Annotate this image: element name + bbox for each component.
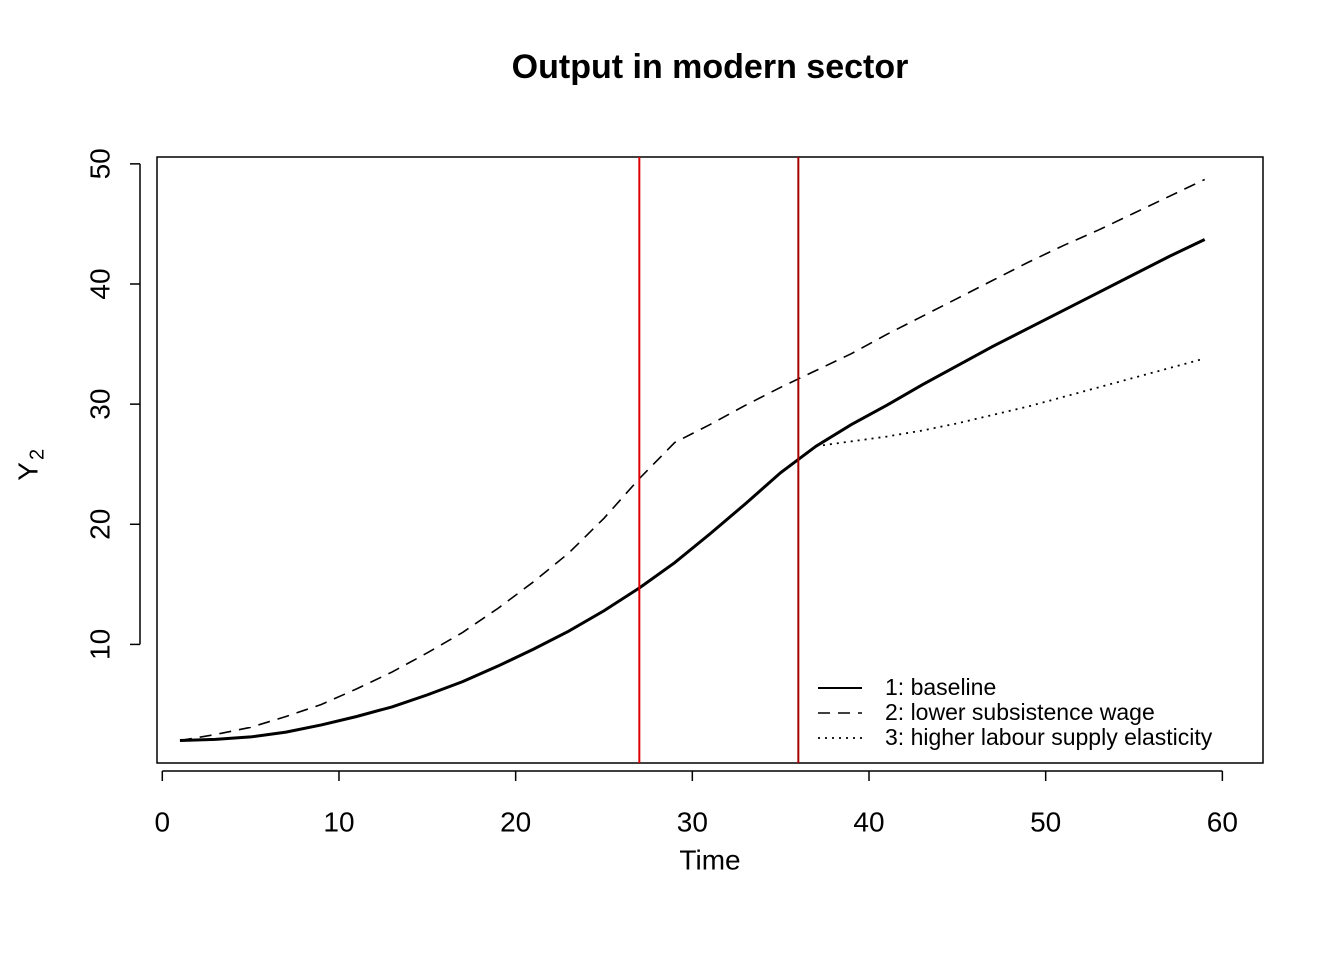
x-tick-label: 0	[155, 806, 171, 837]
series-line	[179, 178, 1206, 742]
legend-label: 1: baseline	[885, 674, 996, 700]
y-tick-label: 50	[84, 148, 115, 179]
x-tick-label: 20	[500, 806, 531, 837]
y-axis-label-main: Y	[12, 462, 43, 481]
y-axis-label: Y 2	[12, 449, 48, 481]
chart-title: Output in modern sector	[512, 48, 909, 86]
y-tick-label: 30	[84, 389, 115, 420]
x-tick-label: 10	[323, 806, 354, 837]
legend-label: 3: higher labour supply elasticity	[885, 724, 1213, 750]
y-tick-label: 40	[84, 268, 115, 299]
x-tick-label: 30	[677, 806, 708, 837]
plot-box	[156, 156, 1264, 764]
series-line	[179, 238, 1206, 743]
y-tick-label: 10	[84, 629, 115, 660]
series-line	[815, 357, 1205, 448]
legend-label: 2: lower subsistence wage	[885, 699, 1155, 725]
x-tick-label: 60	[1207, 806, 1238, 837]
x-axis-label: Time	[679, 844, 740, 875]
y-axis-label-sub: 2	[26, 449, 48, 460]
y-tick-label: 20	[84, 509, 115, 540]
x-tick-label: 50	[1030, 806, 1061, 837]
x-tick-label: 40	[853, 806, 884, 837]
